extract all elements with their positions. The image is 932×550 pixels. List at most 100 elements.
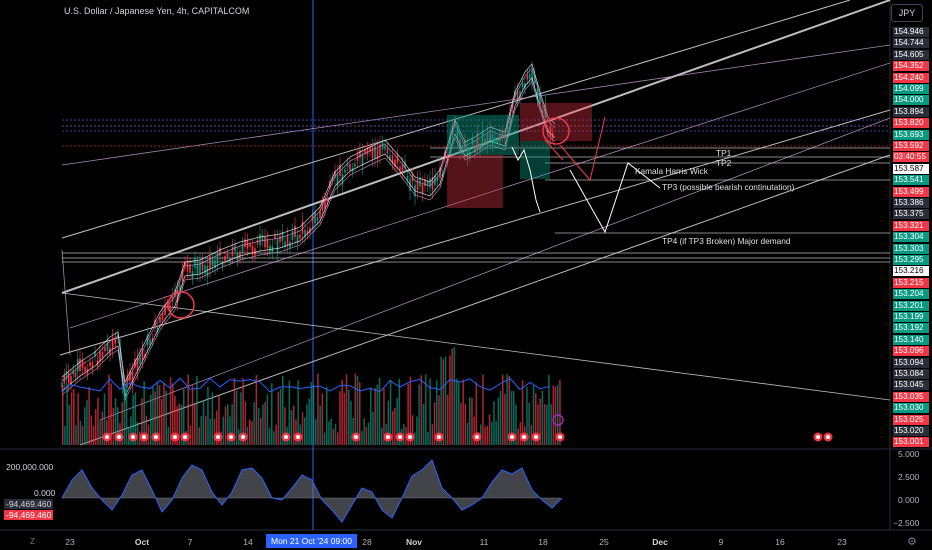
volume-bar (440, 356, 442, 445)
volume-bar (361, 431, 363, 445)
volume-bar (425, 374, 427, 445)
volume-bar (398, 378, 401, 445)
candle-body (281, 231, 284, 241)
volume-bar (194, 404, 196, 445)
price-tag: 154.099 (893, 84, 929, 94)
candle-body (466, 147, 469, 158)
volume-bar (101, 411, 104, 445)
event-flag-dot (154, 435, 158, 439)
long-zone (520, 141, 550, 179)
channel-line (79, 154, 891, 446)
time-tick: 7 (187, 537, 193, 547)
volume-bar (84, 407, 86, 445)
oscillator-pane (61, 459, 563, 523)
volume-bar (279, 388, 282, 445)
volume-bar (306, 404, 308, 445)
candle-body (141, 349, 144, 361)
price-tag: 153.303 (893, 243, 929, 254)
event-flag-dot (408, 435, 412, 439)
price-tag: 153.192 (893, 323, 929, 334)
candle-body (494, 137, 496, 141)
volume-bar (464, 404, 467, 445)
volume-bar (147, 424, 150, 445)
candle-body (401, 164, 404, 173)
time-tick: 9 (718, 537, 724, 547)
candle-body (79, 358, 81, 371)
candle-body (296, 235, 299, 244)
price-tag: 153.894 (893, 106, 929, 117)
candle-body (519, 91, 521, 99)
volume-bar (363, 418, 365, 445)
channel-line (61, 0, 851, 239)
volume-bar (328, 421, 330, 445)
volume-bar (356, 375, 359, 445)
volume-bar (169, 377, 172, 445)
volume-bar (508, 376, 511, 445)
volume-bar (455, 378, 458, 445)
candle-body (61, 382, 63, 387)
candle-body (339, 164, 341, 177)
volume-bar (471, 397, 473, 445)
volume-bar (354, 373, 357, 445)
volume-bar (275, 424, 277, 445)
volume-bar (244, 401, 247, 445)
volume-bar (211, 392, 214, 445)
candle-body (324, 199, 326, 209)
volume-bar (510, 390, 513, 445)
volume-bar (332, 428, 335, 445)
candle-body (206, 265, 209, 277)
price-tag: 153.025 (893, 414, 929, 425)
volume-bar (337, 432, 339, 445)
event-flag-dot (386, 435, 390, 439)
volume-bar (216, 410, 218, 445)
volume-bar (429, 378, 431, 445)
price-tag: 154.352 (893, 61, 929, 72)
candle-body (541, 109, 544, 113)
price-tag: 154.000 (893, 95, 929, 106)
volume-bar (504, 394, 506, 445)
volume-bar (86, 399, 88, 445)
volume-bar (145, 415, 148, 445)
candle-body (509, 112, 511, 123)
price-tag: 154.946 (893, 27, 929, 37)
candle-body (89, 361, 91, 367)
candle-body (114, 338, 117, 344)
volume-bar (163, 382, 165, 445)
price-tag: 153.499 (893, 186, 929, 197)
candle-body (264, 236, 266, 248)
volume-bar (427, 431, 429, 445)
candle-body (419, 177, 421, 187)
candle-body (67, 372, 70, 384)
trend-channels (59, 0, 891, 446)
time-tick: Dec (652, 537, 668, 547)
volume-bar (288, 380, 291, 445)
osc-value-tag-1: -94,469.460 (4, 499, 54, 509)
price-tag: 153.201 (893, 300, 929, 311)
candle-body (454, 120, 456, 124)
volume-bar (491, 421, 493, 445)
candle-body (214, 259, 216, 269)
gear-icon[interactable]: ⚙ (907, 536, 917, 548)
currency-button[interactable]: JPY (891, 4, 923, 22)
event-flag-dot (398, 435, 402, 439)
volume-bar (466, 422, 469, 445)
event-flag-dot (354, 435, 358, 439)
timezone-icon[interactable]: Z (30, 537, 35, 546)
price-tag: 153.386 (893, 198, 929, 208)
volume-bar (519, 422, 522, 445)
time-tick: 23 (837, 537, 847, 547)
volume-bar (224, 406, 227, 445)
volume-bar (453, 346, 456, 445)
event-flag-dot (558, 435, 562, 439)
candle-body (151, 337, 154, 342)
candle-body (244, 239, 246, 247)
candle-body (221, 261, 224, 267)
volume-bar (242, 378, 244, 445)
volume-bar (108, 374, 110, 445)
candle-body (201, 260, 204, 271)
channel-line (61, 292, 891, 401)
candle-body (99, 351, 101, 362)
volume-bar (187, 374, 189, 445)
candle-body (169, 304, 171, 312)
